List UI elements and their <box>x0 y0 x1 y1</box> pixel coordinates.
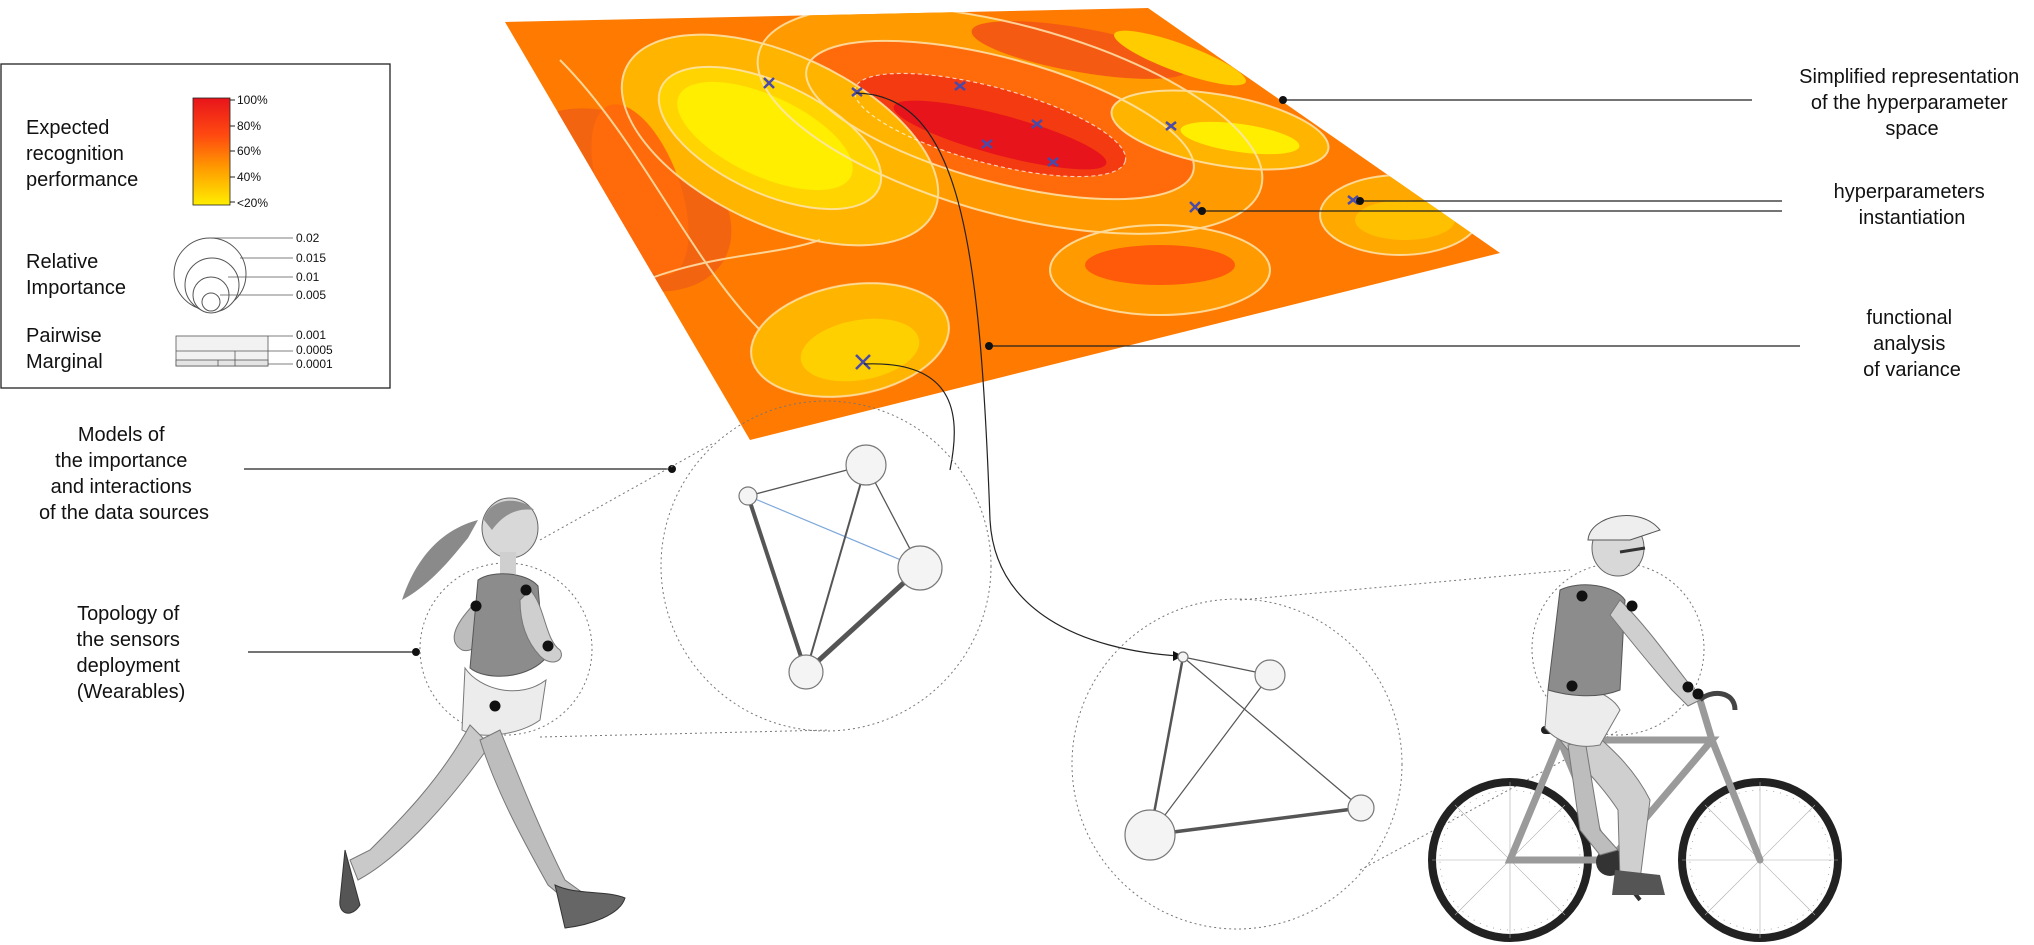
leader-lines <box>244 92 1800 657</box>
annotation-topology: Topology of the sensors deployment (Wear… <box>77 603 186 703</box>
legend-performance-label: Expected recognition performance <box>26 117 138 191</box>
importance-tick: 0.02 <box>296 231 320 245</box>
scale-tick: 100% <box>237 93 268 107</box>
network-graph-cyclist <box>1071 598 1403 930</box>
legend-importance-label: Relative Importance <box>26 251 126 299</box>
scale-tick: <20% <box>237 196 268 210</box>
importance-tick: 0.01 <box>296 270 320 284</box>
bicycle <box>1428 690 1842 942</box>
color-scale-bar <box>192 97 231 206</box>
marginal-tick: 0.0001 <box>296 357 333 371</box>
legend-marginal-label: Pairwise Marginal <box>26 325 107 373</box>
hyperparameter-markers <box>763 77 1359 370</box>
scale-tick: 80% <box>237 119 261 133</box>
legend-box: Expected recognition performance 100% 80… <box>0 63 391 389</box>
hyperparameter-surface <box>505 8 1500 440</box>
network-graph-runner <box>660 400 992 732</box>
importance-tick: 0.015 <box>296 251 326 265</box>
marginal-bars <box>175 335 269 367</box>
cyclist-figure <box>1428 515 1842 942</box>
runner-figure <box>339 497 626 929</box>
scale-tick: 40% <box>237 170 261 184</box>
importance-circles <box>173 237 247 314</box>
scale-tick: 60% <box>237 144 261 158</box>
importance-tick: 0.005 <box>296 288 326 302</box>
annotation-fanova: functional analysis of variance <box>1863 307 1961 381</box>
marginal-tick: 0.0005 <box>296 343 333 357</box>
annotation-models: Models of the importance and interaction… <box>39 424 209 524</box>
marginal-tick: 0.001 <box>296 328 326 342</box>
annotation-hyperparameter-space: Simplified representation of the hyperpa… <box>1799 66 2025 140</box>
annotation-instantiation: hyperparameters instantiation <box>1834 181 1991 229</box>
